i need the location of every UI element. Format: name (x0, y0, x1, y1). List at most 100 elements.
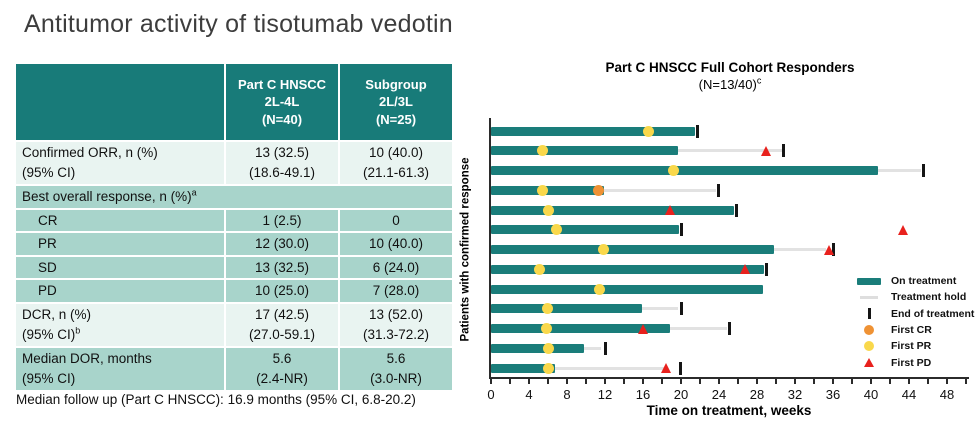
end-of-treatment-tick (678, 361, 682, 375)
treatment-hold-bar (678, 149, 782, 153)
legend-item: First PD (853, 354, 974, 370)
treatment-hold-bar (669, 327, 727, 330)
legend-swatch-box (853, 277, 885, 285)
legend-item: First PR (853, 338, 974, 354)
legend-label: First PD (891, 356, 932, 369)
row-value: 1 (2.5) (224, 207, 340, 234)
first-pd-marker (665, 205, 676, 215)
on-treatment-bar (491, 166, 878, 175)
row-value: 10 (40.0) (21.1-61.3) (338, 140, 454, 186)
treatment-hold-bar (554, 366, 665, 370)
x-axis-tick (927, 379, 929, 384)
first-pr-marker (543, 204, 555, 216)
x-axis-tick (566, 379, 568, 384)
legend-swatch-box (853, 308, 885, 320)
x-axis-tick-label: 32 (787, 387, 803, 402)
y-axis-label: Patients with confirmed response (459, 157, 472, 342)
first-pd-marker (661, 363, 672, 373)
x-axis-tick (661, 379, 663, 384)
end-of-treatment-tick (734, 203, 738, 217)
treatment-hold-bar (774, 248, 827, 251)
row-value: 7 (28.0) (338, 278, 454, 304)
x-axis-tick-label: 0 (487, 387, 495, 402)
x-axis-tick (794, 379, 796, 384)
treatment-hold-bar (877, 169, 922, 172)
x-axis-tick (813, 379, 815, 384)
end-of-treatment-tick (603, 341, 607, 355)
on-treatment-bar (491, 245, 775, 254)
row-label: PD (14, 278, 226, 304)
superscript: a (191, 187, 197, 198)
median-followup-footnote: Median follow up (Part C HNSCC): 16.9 mo… (16, 392, 416, 407)
legend-swatch-box (853, 295, 885, 299)
x-axis-tick (832, 379, 834, 384)
first-pd-marker (740, 264, 751, 275)
x-axis-title: Time on treatment, weeks (646, 403, 812, 418)
first-pr-marker (597, 244, 609, 255)
first-pr-marker (543, 362, 555, 374)
treatment-hold-bar (584, 346, 602, 350)
results-table-header: Part C HNSCC 2L-4L (N=40) Subgroup 2L/3L (N=2… (14, 62, 454, 142)
on-treatment-swatch-icon (857, 277, 881, 285)
legend-item: Treatment hold (853, 289, 974, 305)
first-pd-marker (637, 323, 648, 334)
on-treatment-bar (491, 264, 764, 274)
end-of-treatment-tick (679, 223, 683, 237)
slide-title: Antitumor activity of tisotumab vedotin (24, 10, 453, 38)
table-row: DCR, n (%) (95% CI)b 17 (42.5) (27.0-59.1) 1… (14, 301, 454, 348)
row-value: 10 (40.0) (338, 231, 454, 257)
table-row: SD 13 (32.5) 6 (24.0) (14, 254, 454, 281)
row-value: 0 (338, 207, 454, 234)
x-axis-tick (870, 379, 872, 384)
row-value: 5.6 (3.0-NR) (338, 345, 454, 392)
on-treatment-bar (491, 343, 585, 353)
x-axis-tick (756, 379, 758, 384)
x-axis-tick-label: 8 (563, 387, 571, 402)
x-axis-tick (604, 379, 606, 384)
first-pr-marker (667, 165, 679, 176)
row-value: 5.6 (2.4-NR) (224, 345, 340, 392)
table-row: Best overall response, n (%)a (14, 184, 454, 210)
x-axis-tick-label: 4 (525, 387, 533, 402)
first-pr-marker (533, 263, 545, 275)
legend-label: First PR (891, 340, 932, 353)
legend-item: End of treatment (853, 306, 974, 322)
on-treatment-bar (491, 146, 679, 156)
chart-title: Part C HNSCC Full Cohort Responders (605, 60, 855, 75)
x-axis-tick (509, 379, 511, 384)
first-pr-marker (536, 184, 548, 196)
table-column-header (14, 62, 226, 142)
legend-item: On treatment (853, 273, 974, 289)
first-pr-marker (643, 125, 655, 137)
treatment-hold-bar (604, 188, 717, 192)
chart-title-block: Part C HNSCC Full Cohort Responders (N=1… (500, 60, 960, 92)
x-axis-tick (642, 379, 644, 384)
x-axis-tick (737, 379, 739, 384)
row-value: 6 (24.0) (338, 254, 454, 281)
legend-label: Treatment hold (891, 291, 967, 304)
swimmer-plot: 0 4 8 12 16 20 24 28 32 36 40 44 48 (487, 118, 969, 402)
x-axis-tick (908, 379, 910, 384)
table-column-header: Subgroup 2L/3L (N=25) (338, 62, 454, 142)
first-pr-marker (593, 283, 605, 295)
row-label: CR (14, 207, 226, 234)
x-axis-tick-label: 40 (863, 387, 879, 402)
legend-label: On treatment (891, 275, 957, 288)
table-column-header: Part C HNSCC 2L-4L (N=40) (224, 62, 340, 142)
treatment-hold-bar (642, 307, 679, 311)
first-pd-marker (897, 224, 908, 235)
row-label: Confirmed ORR, n (%) (95% CI) (14, 140, 226, 186)
end-of-treatment-tick (680, 302, 684, 316)
end-of-treatment-tick (921, 164, 925, 177)
x-axis-tick (547, 379, 549, 384)
first-cr-marker (592, 184, 604, 196)
x-axis-tick (490, 379, 492, 384)
row-label: Best overall response, n (%)a (14, 184, 454, 210)
x-axis-tick-label: 16 (635, 387, 651, 402)
first-pr-marker (541, 303, 553, 315)
on-treatment-bar (491, 225, 680, 235)
end-of-treatment-tick (727, 322, 731, 335)
table-row: PD 10 (25.0) 7 (28.0) (14, 278, 454, 304)
row-value: 13 (52.0) (31.3-72.2) (338, 301, 454, 348)
